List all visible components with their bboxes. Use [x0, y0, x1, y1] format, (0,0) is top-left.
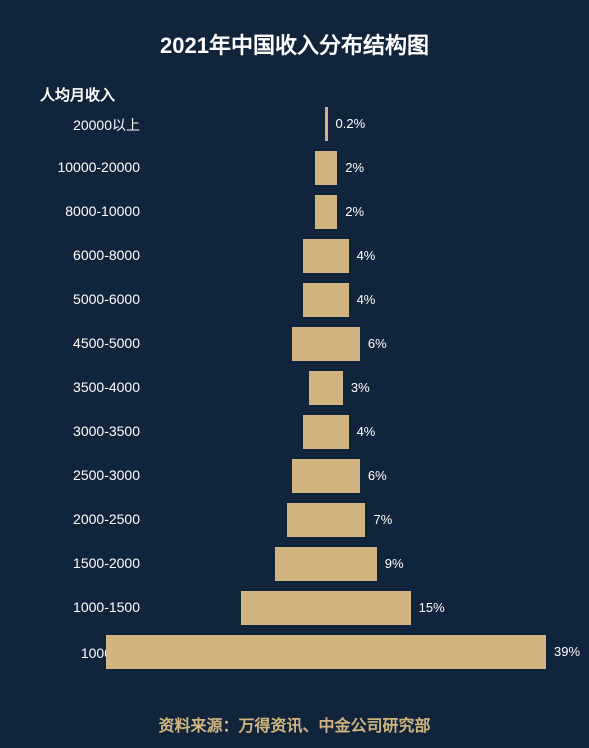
bar: [292, 459, 360, 493]
value-label: 4%: [357, 248, 376, 263]
category-label: 1000-1500: [0, 599, 140, 615]
y-axis-label: 人均月收入: [40, 84, 115, 105]
value-label: 2%: [345, 204, 364, 219]
category-label: 10000-20000: [0, 159, 140, 175]
value-label: 4%: [357, 292, 376, 307]
bar: [292, 327, 360, 361]
category-label: 5000-6000: [0, 291, 140, 307]
value-label: 2%: [345, 160, 364, 175]
category-label: 2000-2500: [0, 511, 140, 527]
bar: [106, 635, 546, 669]
bar: [287, 503, 366, 537]
bar: [315, 195, 338, 229]
category-label: 2500-3000: [0, 467, 140, 483]
source-text: 资料来源：万得资讯、中金公司研究部: [0, 712, 589, 736]
bar: [303, 239, 348, 273]
category-label: 8000-10000: [0, 203, 140, 219]
value-label: 39%: [554, 644, 580, 659]
category-label: 20000以上: [0, 115, 140, 135]
category-label: 6000-8000: [0, 247, 140, 263]
value-label: 6%: [368, 336, 387, 351]
chart-title: 2021年中国收入分布结构图: [0, 28, 589, 60]
value-label: 15%: [419, 600, 445, 615]
bar: [241, 591, 410, 625]
category-label: 1500-2000: [0, 555, 140, 571]
bar: [315, 151, 338, 185]
value-label: 6%: [368, 468, 387, 483]
value-label: 4%: [357, 424, 376, 439]
value-label: 0.2%: [336, 116, 366, 131]
income-distribution-chart: 2021年中国收入分布结构图 人均月收入 20000以上 0.2% 10000-20…: [0, 0, 589, 748]
bar: [325, 107, 328, 141]
value-label: 9%: [385, 556, 404, 571]
category-label: 4500-5000: [0, 335, 140, 351]
bar: [303, 283, 348, 317]
category-label: 3500-4000: [0, 379, 140, 395]
bar: [303, 415, 348, 449]
value-label: 7%: [373, 512, 392, 527]
bar: [309, 371, 343, 405]
bar: [275, 547, 377, 581]
category-label: 3000-3500: [0, 423, 140, 439]
value-label: 3%: [351, 380, 370, 395]
